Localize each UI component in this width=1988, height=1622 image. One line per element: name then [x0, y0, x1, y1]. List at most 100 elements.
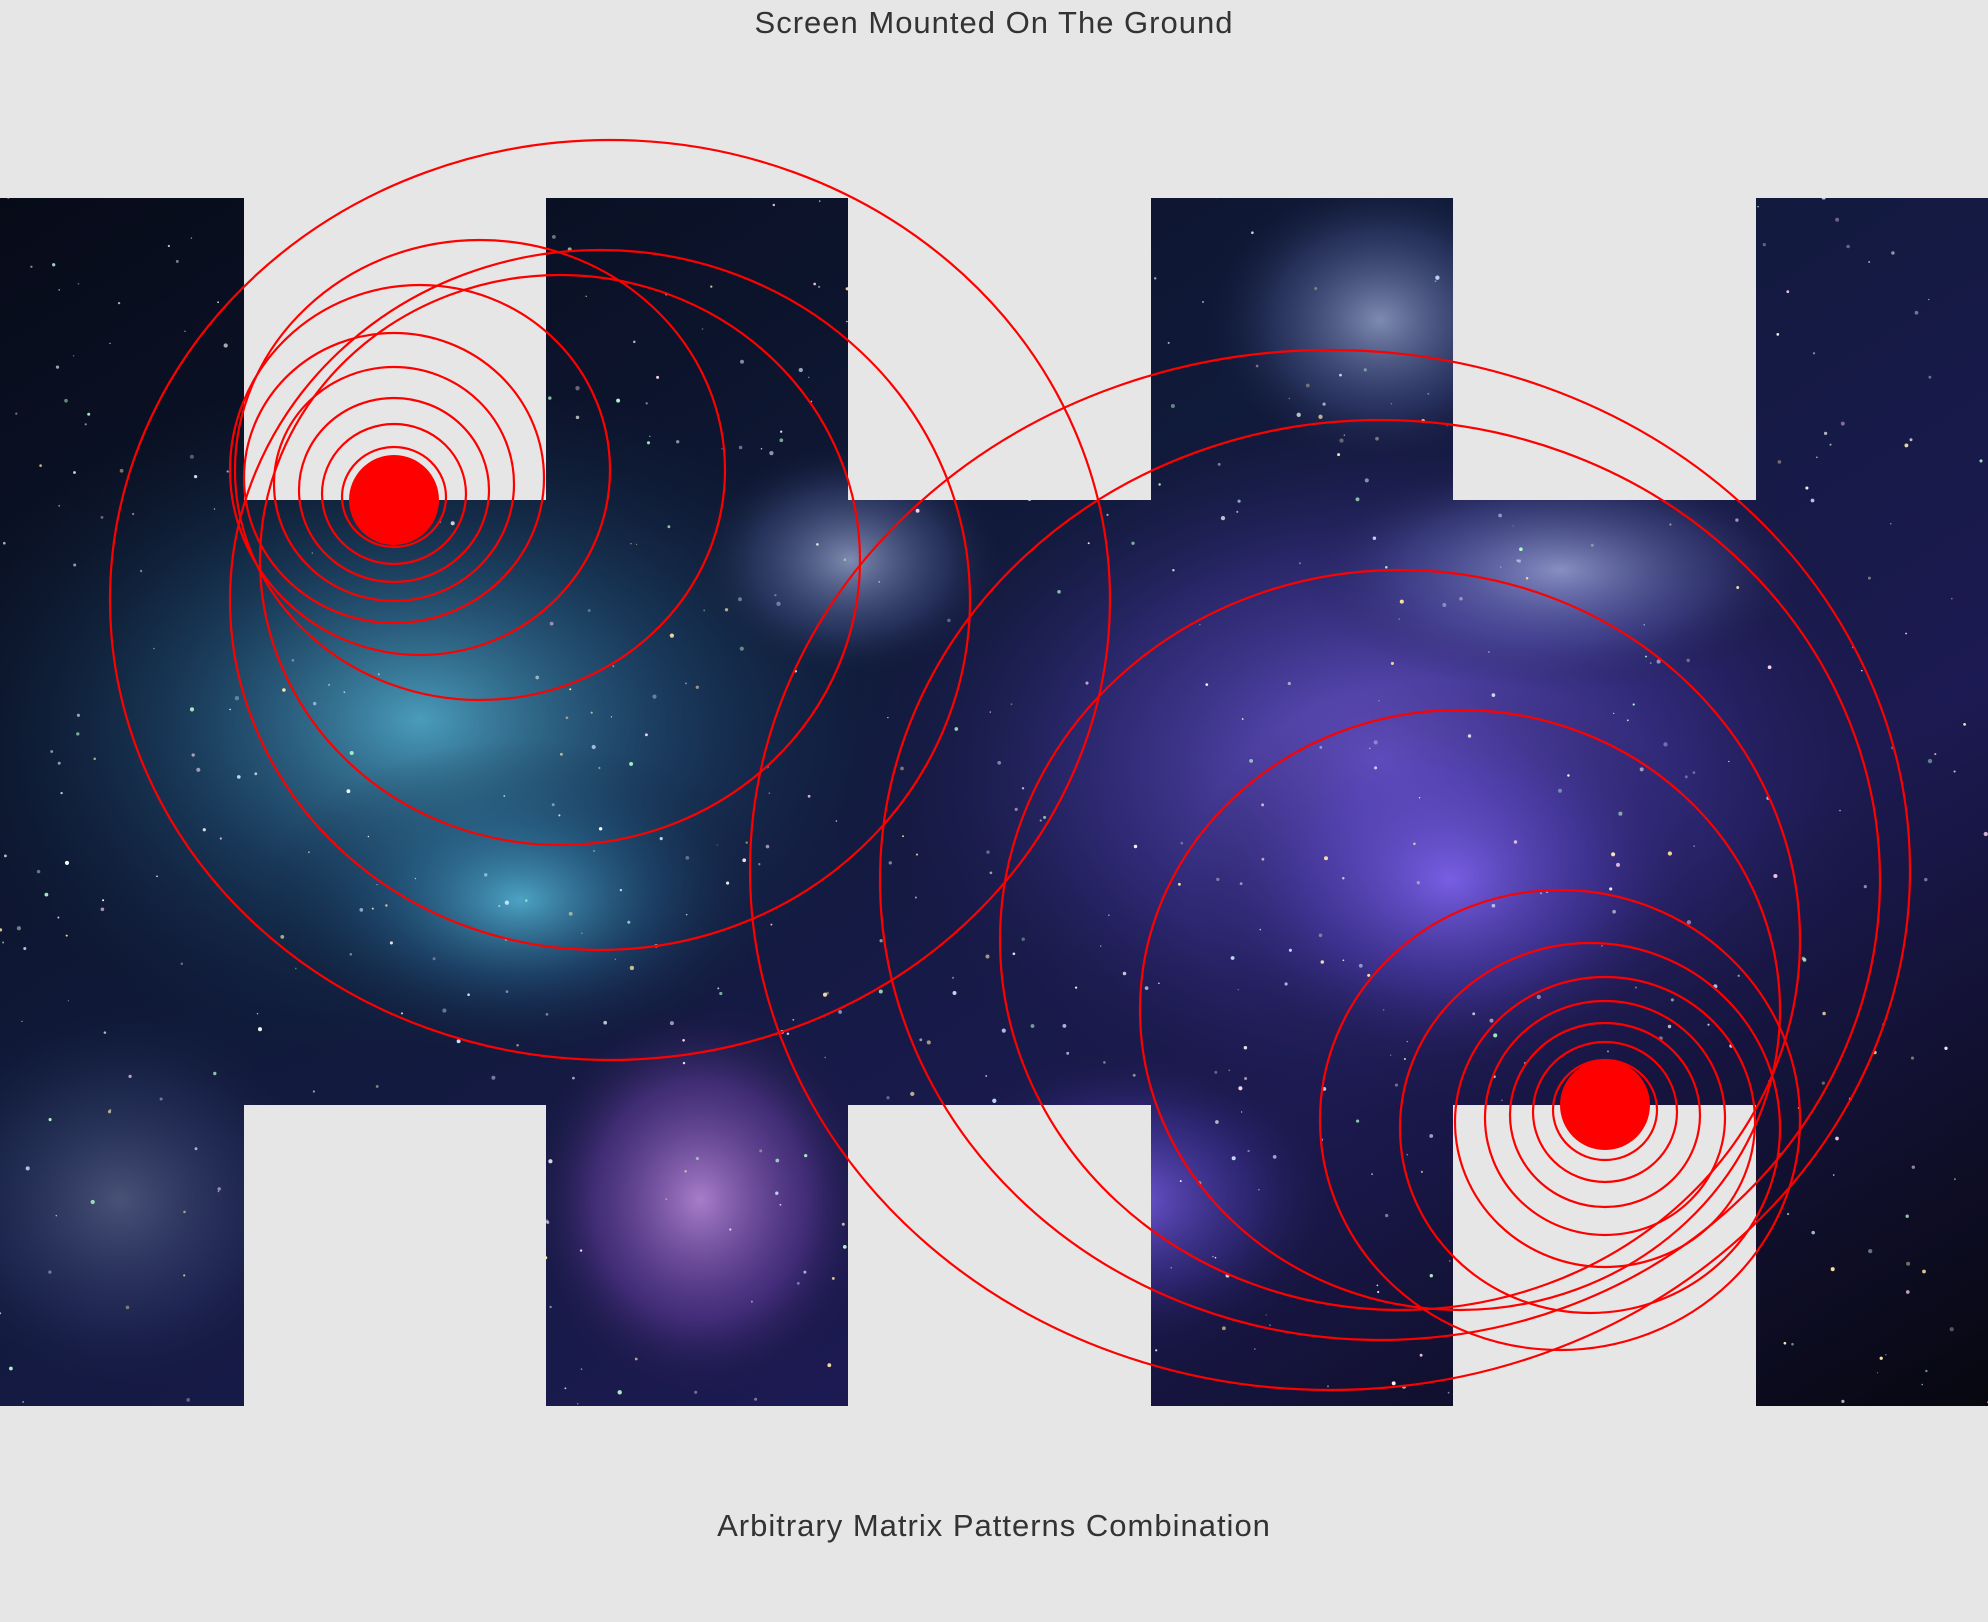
star: [256, 1012, 259, 1015]
star: [1601, 944, 1603, 947]
star: [629, 965, 635, 971]
star: [1269, 1324, 1271, 1326]
star: [1528, 230, 1531, 232]
star: [1810, 498, 1815, 503]
star: [16, 926, 22, 931]
star: [1491, 903, 1496, 908]
star: [73, 471, 76, 474]
star: [284, 272, 287, 275]
star: [587, 609, 591, 612]
star: [1944, 1046, 1948, 1050]
star: [1829, 443, 1832, 446]
star: [927, 1168, 931, 1173]
star: [407, 256, 410, 260]
star: [1674, 1135, 1679, 1140]
star: [906, 282, 910, 286]
star: [217, 1187, 221, 1191]
star: [954, 727, 959, 731]
star: [44, 892, 49, 897]
star: [1821, 198, 1826, 200]
star: [1925, 1369, 1928, 1373]
star: [1367, 973, 1371, 977]
star: [1616, 1254, 1622, 1259]
star: [1914, 310, 1919, 315]
star: [1950, 597, 1953, 600]
star: [1585, 314, 1590, 320]
star: [1776, 333, 1780, 336]
star: [685, 913, 688, 916]
star: [267, 331, 271, 335]
star: [1539, 892, 1543, 895]
star: [1298, 562, 1301, 565]
star: [1525, 576, 1529, 580]
star: [15, 412, 18, 415]
star: [175, 259, 179, 263]
star: [569, 688, 572, 691]
star: [1158, 982, 1160, 985]
star: [1663, 742, 1668, 747]
star: [1906, 1261, 1911, 1266]
star: [1487, 1109, 1492, 1114]
star: [915, 853, 919, 856]
star: [770, 923, 773, 926]
star: [1745, 360, 1748, 364]
star: [1131, 541, 1135, 545]
star: [966, 322, 969, 325]
star: [84, 423, 87, 426]
star: [954, 1401, 957, 1404]
star: [738, 597, 742, 602]
star: [1543, 190, 1547, 194]
star: [1645, 655, 1647, 658]
star: [580, 1368, 583, 1370]
star: [1339, 438, 1344, 443]
star: [355, 1184, 358, 1188]
star: [314, 469, 319, 474]
star: [1358, 963, 1363, 968]
star: [1420, 1170, 1423, 1173]
star: [598, 766, 601, 770]
star: [1691, 1330, 1696, 1335]
star: [1712, 410, 1716, 415]
star: [721, 448, 723, 450]
star: [1667, 851, 1673, 856]
star: [302, 1402, 306, 1406]
star: [1496, 318, 1499, 322]
star: [1462, 1238, 1467, 1243]
star: [189, 454, 195, 459]
star: [153, 647, 155, 650]
star: [1669, 292, 1672, 295]
star: [1221, 1326, 1226, 1331]
star: [669, 1021, 674, 1026]
star: [985, 954, 990, 959]
star: [1905, 1290, 1910, 1294]
star: [1924, 877, 1928, 882]
star: [0, 1312, 2, 1315]
star: [359, 908, 364, 912]
star: [25, 1166, 30, 1171]
star: [603, 1020, 608, 1025]
star: [1607, 189, 1611, 193]
star: [676, 440, 680, 444]
star: [365, 1211, 368, 1214]
star: [1513, 840, 1518, 844]
star: [1876, 1372, 1879, 1374]
star: [656, 375, 660, 379]
star: [1786, 290, 1790, 294]
star: [774, 594, 777, 597]
star: [649, 435, 651, 437]
star: [1470, 1168, 1474, 1172]
star: [629, 761, 634, 766]
star: [343, 691, 346, 694]
upper-left-ring: [228, 248, 972, 952]
star: [1241, 718, 1244, 720]
star: [716, 844, 718, 846]
star: [234, 696, 240, 701]
star: [724, 608, 729, 612]
star: [1385, 566, 1388, 569]
star: [257, 1027, 263, 1032]
star: [1398, 618, 1400, 620]
star: [1215, 198, 1218, 199]
star: [1288, 948, 1292, 952]
star: [1594, 434, 1599, 439]
star: [630, 542, 632, 545]
